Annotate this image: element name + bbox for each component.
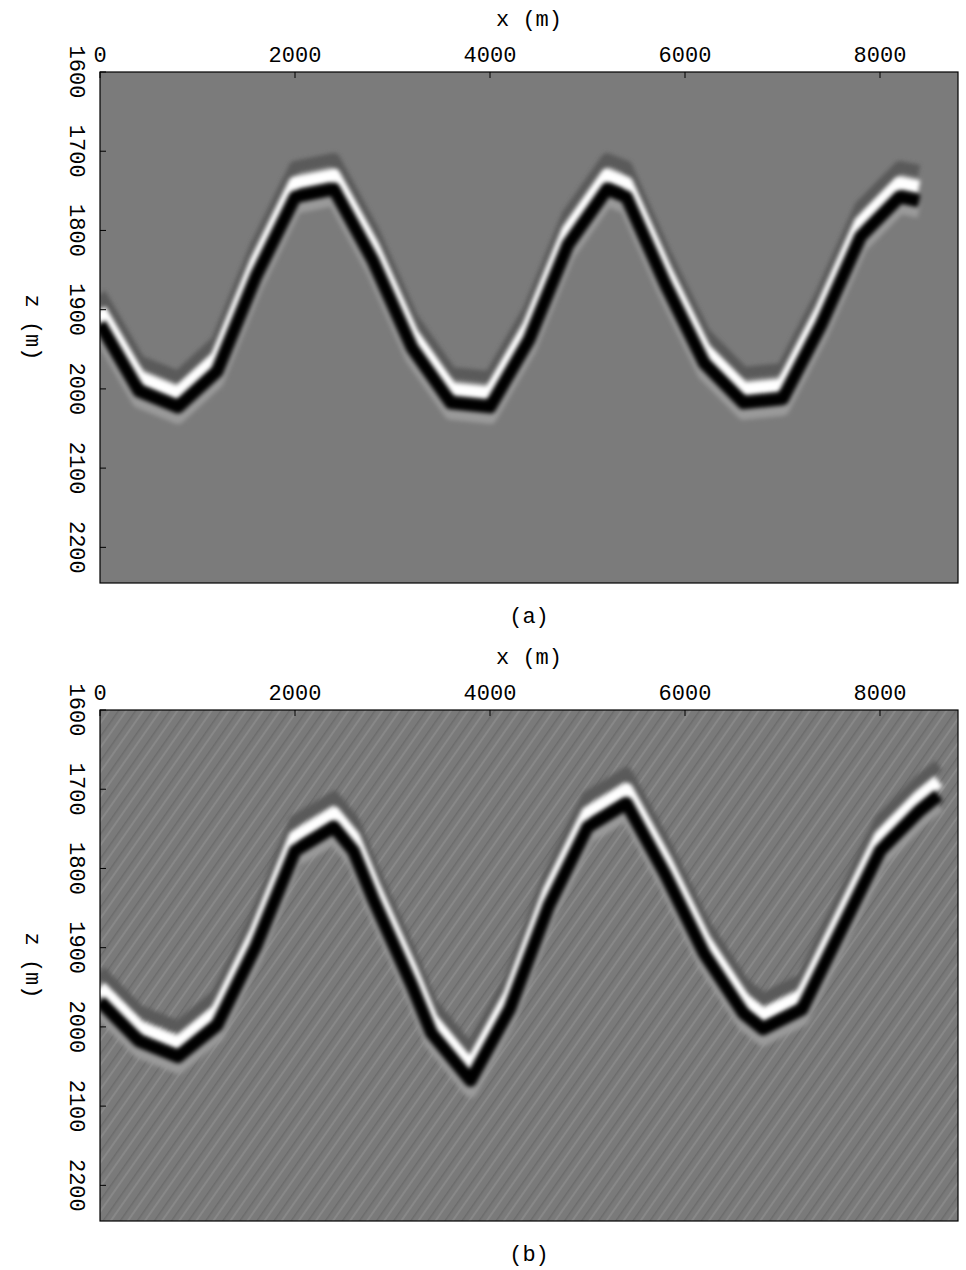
- y-tick: [100, 151, 106, 152]
- x-tick: [685, 710, 686, 716]
- plot-area: [100, 159, 919, 417]
- y-tick-label: 1900: [63, 921, 88, 974]
- x-tick: [295, 72, 296, 78]
- frame: [100, 710, 958, 1221]
- x-tick: [100, 710, 101, 716]
- y-tick: [100, 1106, 106, 1107]
- image-background: [100, 72, 958, 583]
- y-tick: [100, 309, 106, 310]
- y-tick-label: 2100: [63, 1080, 88, 1133]
- x-tick: [880, 72, 881, 78]
- x-tick-label: 0: [93, 682, 106, 707]
- x-tick-label: 4000: [464, 682, 517, 707]
- y-tick: [100, 710, 106, 711]
- y-tick-label: 2000: [63, 1000, 88, 1053]
- y-tick-label: 1700: [63, 763, 88, 816]
- y-tick: [100, 868, 106, 869]
- image-background: [100, 710, 958, 1221]
- x-tick-label: 6000: [659, 44, 712, 69]
- y-tick-label: 1600: [63, 684, 88, 737]
- reflector-trough: [100, 795, 939, 1080]
- x-tick-label: 0: [93, 44, 106, 69]
- x-tick-label: 2000: [269, 44, 322, 69]
- panel: 0 2000 4000 6000 8000 1600 1700 1800 1900 2000 210…: [19, 646, 958, 1268]
- x-tick-label: 4000: [464, 44, 517, 69]
- y-tick-label: 1800: [63, 204, 88, 257]
- x-tick: [295, 710, 296, 716]
- y-tick-label: 2200: [63, 521, 88, 574]
- caption: (b): [509, 1243, 549, 1268]
- y-axis-title: z (m): [19, 932, 44, 998]
- x-tick: [685, 72, 686, 78]
- x-tick: [490, 710, 491, 716]
- x-axis-title: x (m): [496, 8, 562, 33]
- y-tick: [100, 468, 106, 469]
- reflector-trough: [100, 189, 919, 407]
- x-tick-label: 2000: [269, 682, 322, 707]
- x-tick-label: 8000: [854, 44, 907, 69]
- y-tick-label: 1800: [63, 842, 88, 895]
- x-tick: [880, 710, 881, 716]
- y-tick-label: 2000: [63, 362, 88, 415]
- y-axis-title: z (m): [19, 294, 44, 360]
- y-tick: [100, 230, 106, 231]
- x-tick: [100, 72, 101, 78]
- y-tick: [100, 947, 106, 948]
- plot-area: [100, 765, 939, 1090]
- panel: 0 2000 4000 6000 8000 1600 1700 1800 1900 2000 210…: [19, 8, 958, 630]
- y-tick-label: 1900: [63, 283, 88, 336]
- x-tick-label: 6000: [659, 682, 712, 707]
- x-tick-label: 8000: [854, 682, 907, 707]
- y-tick-label: 1600: [63, 46, 88, 99]
- y-tick: [100, 388, 106, 389]
- y-tick: [100, 1026, 106, 1027]
- y-tick: [100, 789, 106, 790]
- y-tick-label: 1700: [63, 125, 88, 178]
- halo-bottom: [100, 805, 939, 1090]
- y-tick: [100, 547, 106, 548]
- y-tick-label: 2100: [63, 442, 88, 495]
- y-tick-label: 2200: [63, 1159, 88, 1212]
- x-axis-title: x (m): [496, 646, 562, 671]
- reflector-peak: [100, 781, 939, 1066]
- y-tick: [100, 1185, 106, 1186]
- figure: 0 2000 4000 6000 8000 1600 1700 1800 1900 2000 210…: [0, 0, 966, 1270]
- x-tick: [490, 72, 491, 78]
- y-tick: [100, 72, 106, 73]
- frame: [100, 72, 958, 583]
- caption: (a): [509, 605, 549, 630]
